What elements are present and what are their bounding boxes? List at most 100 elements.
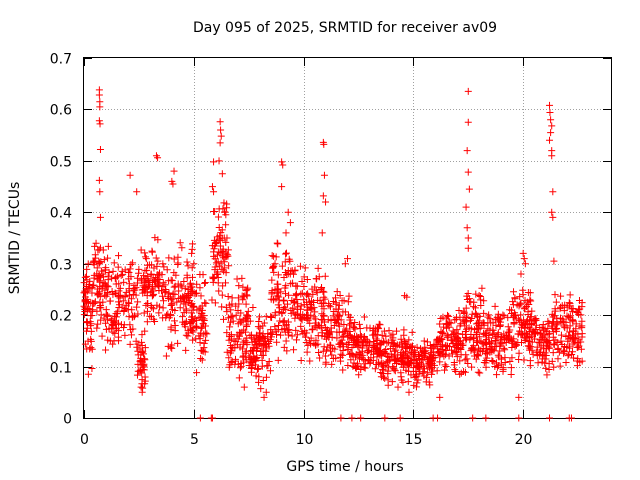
data-point (557, 331, 565, 339)
data-point (326, 328, 334, 336)
data-point (548, 310, 556, 318)
data-point (444, 332, 452, 340)
data-point (548, 322, 556, 330)
data-point (460, 310, 468, 318)
data-point (89, 282, 97, 290)
data-point (411, 349, 419, 357)
data-point (442, 351, 450, 359)
data-point (269, 264, 277, 272)
data-point (441, 366, 449, 374)
data-point (278, 309, 286, 317)
data-point (171, 321, 179, 329)
data-point (563, 303, 571, 311)
data-point (389, 340, 397, 348)
data-point (292, 292, 300, 300)
data-point (80, 311, 88, 319)
data-point (215, 205, 223, 213)
data-point (174, 259, 182, 267)
data-point (412, 356, 420, 364)
data-point (218, 303, 226, 311)
data-point (336, 292, 344, 300)
data-point (449, 340, 457, 348)
data-point (208, 183, 216, 191)
data-point (326, 347, 334, 355)
data-point (567, 414, 575, 422)
data-point (83, 265, 91, 273)
data-point (546, 414, 554, 422)
data-point (394, 383, 402, 391)
data-point (227, 306, 235, 314)
data-point (142, 255, 150, 263)
data-point (498, 340, 506, 348)
data-point (254, 365, 262, 373)
data-point (218, 170, 226, 178)
data-point (202, 299, 210, 307)
data-point (543, 341, 551, 349)
data-point (281, 258, 289, 266)
data-point (81, 307, 89, 315)
data-point (507, 364, 515, 372)
data-point (282, 290, 290, 298)
data-point (338, 297, 346, 305)
data-point (539, 351, 547, 359)
data-point (453, 353, 461, 361)
data-point (129, 291, 137, 299)
data-point (226, 342, 234, 350)
data-point (321, 295, 329, 303)
data-point (96, 146, 104, 154)
data-point (228, 312, 236, 320)
data-point (376, 340, 384, 348)
data-point (422, 347, 430, 355)
data-point (528, 307, 536, 315)
data-point (541, 359, 549, 367)
data-point (269, 263, 277, 271)
data-point (533, 343, 541, 351)
data-point (262, 373, 270, 381)
data-point (179, 293, 187, 301)
data-point (297, 315, 305, 323)
data-point (568, 305, 576, 313)
data-point (310, 313, 318, 321)
data-point (426, 381, 434, 389)
data-point (201, 322, 209, 330)
data-point (291, 266, 299, 274)
data-point (475, 333, 483, 341)
data-point (121, 292, 129, 300)
data-point (526, 296, 534, 304)
data-point (578, 330, 586, 338)
data-point (520, 356, 528, 364)
data-point (141, 275, 149, 283)
data-point (309, 325, 317, 333)
data-point (506, 326, 514, 334)
data-point (474, 351, 482, 359)
data-point (321, 352, 329, 360)
data-point (476, 347, 484, 355)
data-point (167, 343, 175, 351)
data-points (80, 86, 586, 422)
data-point (143, 318, 151, 326)
data-point (311, 308, 319, 316)
data-point (162, 288, 170, 296)
data-point (491, 302, 499, 310)
data-point (112, 324, 120, 332)
data-point (565, 350, 573, 358)
data-point (399, 343, 407, 351)
data-point (369, 324, 377, 332)
data-point (268, 276, 276, 284)
y-tick-label: 0.4 (50, 206, 72, 222)
data-point (175, 287, 183, 295)
data-point (197, 292, 205, 300)
x-tick-label: 5 (190, 432, 199, 448)
data-point (468, 345, 476, 353)
data-point (274, 301, 282, 309)
data-point (189, 302, 197, 310)
data-point (447, 319, 455, 327)
data-point (214, 248, 222, 256)
data-point (300, 282, 308, 290)
data-point (132, 284, 140, 292)
data-point (300, 273, 308, 281)
data-point (478, 284, 486, 292)
data-point (421, 352, 429, 360)
data-point (182, 346, 190, 354)
data-point (436, 320, 444, 328)
